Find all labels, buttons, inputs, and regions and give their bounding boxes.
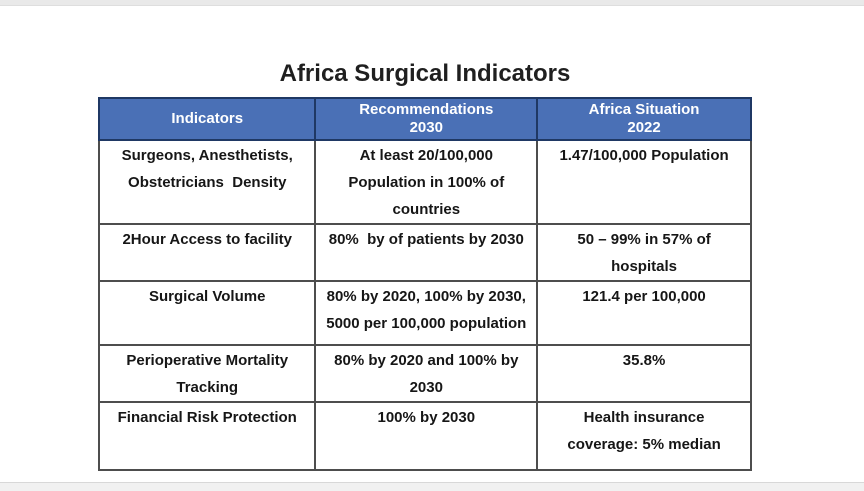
cell-line: Perioperative Mortality	[126, 352, 289, 369]
table-row: Perioperative Mortality Tracking 80% by 20…	[97, 344, 752, 403]
table-cell: 2Hour Access to facility	[97, 223, 317, 282]
table-cell: Financial Risk Protection	[97, 401, 317, 471]
cell-line: Tracking	[176, 379, 239, 396]
cell-line: Surgeons, Anesthetists,	[121, 147, 293, 164]
table-cell: 80% by of patients by 2030	[314, 223, 539, 282]
indicators-table-container: Indicators Recommendations 2030 Africa Situ…	[97, 97, 752, 471]
table-cell: Surgeons, Anesthetists, Obstetricians Den…	[97, 139, 317, 225]
cell-line: Surgical Volume	[149, 288, 266, 305]
table-cell: 1.47/100,000 Population	[536, 139, 752, 225]
cell-line: 2Hour Access to facility	[122, 231, 292, 248]
cell-line: 100% by 2030	[377, 409, 476, 426]
table-cell: 80% by 2020, 100% by 2030, 5000 per 100,0…	[314, 280, 539, 346]
window-bottom-edge	[0, 482, 864, 491]
table-header: Indicators Recommendations 2030 Africa Situ…	[97, 97, 752, 141]
cell-line: 35.8%	[622, 352, 666, 369]
header-cell: Indicators	[97, 97, 317, 141]
table-row: Surgeons, Anesthetists, Obstetricians Den…	[97, 139, 752, 225]
header-cell: Recommendations 2030	[314, 97, 539, 141]
cell-line: Financial Risk Protection	[117, 409, 297, 426]
cell-line: 80% by 2020 and 100% by	[334, 352, 519, 369]
table-row: Surgical Volume 80% by 2020, 100% by 2030…	[97, 280, 752, 346]
indicators-table: Indicators Recommendations 2030 Africa Situ…	[97, 97, 752, 471]
table-body: Surgeons, Anesthetists, Obstetricians Den…	[97, 139, 752, 471]
cell-line: 50 – 99% in 57% of	[577, 231, 711, 248]
cell-line: Population in 100% of	[348, 174, 505, 191]
table-cell: 35.8%	[536, 344, 752, 403]
page-title: Africa Surgical Indicators	[279, 60, 571, 87]
table-cell: Perioperative Mortality Tracking	[97, 344, 317, 403]
cell-line: Obstetricians Density	[128, 174, 287, 191]
table-cell: 80% by 2020 and 100% by 2030	[314, 344, 539, 403]
cell-line: hospitals	[611, 258, 677, 275]
table-cell: 121.4 per 100,000	[536, 280, 752, 346]
table-row: 2Hour Access to facility 80% by of patien…	[97, 223, 752, 282]
table-row: Financial Risk Protection 100% by 2030 Hea…	[97, 401, 752, 471]
header-cell: Africa Situation 2022	[536, 97, 752, 141]
cell-line: 2030	[409, 379, 443, 396]
cell-line: Recommendations	[359, 101, 494, 118]
cell-line: 80% by 2020, 100% by 2030,	[326, 288, 526, 305]
cell-line: 80% by of patients by 2030	[328, 231, 524, 248]
cell-line: coverage: 5% median	[567, 436, 721, 453]
table-cell: Health insurance coverage: 5% median	[536, 401, 752, 471]
cell-line: 2022	[627, 119, 661, 136]
cell-line: Africa Situation	[588, 101, 700, 118]
window-top-edge	[0, 0, 864, 6]
cell-line: Health insurance	[583, 409, 705, 426]
cell-line: 5000 per 100,000 population	[326, 315, 527, 332]
table-cell: 50 – 99% in 57% of hospitals	[536, 223, 752, 282]
table-cell: Surgical Volume	[97, 280, 317, 346]
cell-line: 1.47/100,000 Population	[559, 147, 729, 164]
cell-line: 2030	[409, 119, 443, 136]
cell-line: At least 20/100,000	[359, 147, 493, 164]
cell-line: countries	[392, 201, 461, 218]
table-cell: At least 20/100,000 Population in 100% of…	[314, 139, 539, 225]
table-cell: 100% by 2030	[314, 401, 539, 471]
cell-line: 121.4 per 100,000	[582, 288, 706, 305]
cell-line: Indicators	[171, 110, 244, 127]
header-row: Indicators Recommendations 2030 Africa Situ…	[97, 97, 752, 141]
